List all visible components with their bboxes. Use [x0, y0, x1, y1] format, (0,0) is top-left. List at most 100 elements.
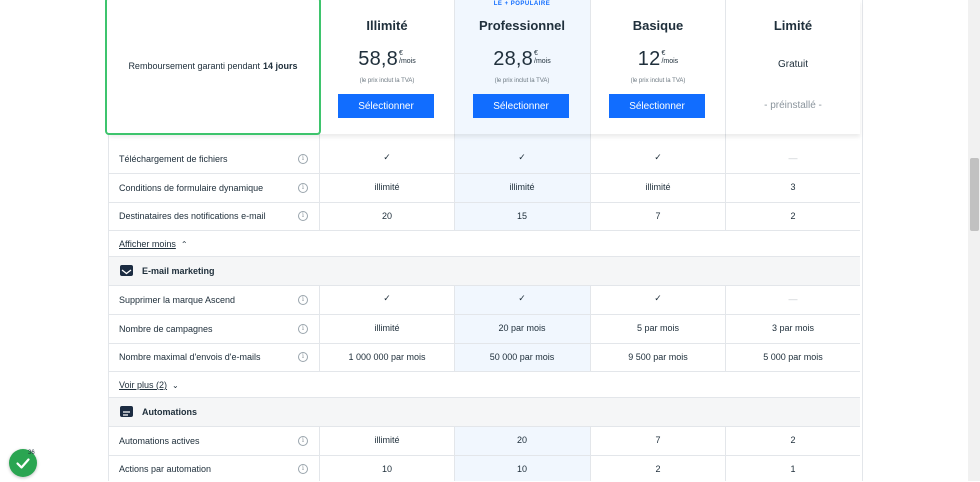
column-divider — [590, 0, 591, 134]
price-currency: € — [661, 50, 666, 57]
cell-value: 2 — [790, 211, 796, 221]
vat-note: (le prix inclut la TVA) — [359, 78, 415, 84]
table-row: Actions par automation i 10 10 2 1 — [109, 456, 860, 481]
plan-name: Limité — [773, 18, 813, 33]
info-icon[interactable]: i — [298, 464, 308, 474]
cell-value: illimité — [374, 182, 400, 192]
show-less-link[interactable]: Afficher moins ⌃ — [119, 239, 188, 249]
row-label: Nombre de campagnes — [119, 324, 213, 334]
chat-icon — [120, 406, 133, 417]
plan-name: Basique — [632, 18, 684, 33]
cell-value: 2 — [655, 464, 661, 474]
info-icon[interactable]: i — [298, 211, 308, 221]
pricing-table — [108, 0, 863, 481]
cell-value: 10 — [516, 464, 527, 474]
info-icon[interactable]: i — [298, 183, 308, 193]
popular-badge: LE + POPULAIRE — [493, 1, 551, 7]
price-currency: € — [534, 50, 538, 57]
cell-value: 20 — [516, 435, 527, 445]
table-row: Automations actives i illimité 20 7 2 — [109, 427, 860, 456]
envelope-icon — [120, 265, 133, 276]
column-divider — [725, 0, 726, 134]
cell-value: illimité — [509, 182, 535, 192]
section-title: Automations — [142, 407, 197, 417]
cell-value: 2 — [790, 435, 796, 445]
price-amount: 58,8 — [358, 48, 398, 70]
cell-value: 7 — [655, 435, 661, 445]
info-icon[interactable]: i — [298, 324, 308, 334]
price-amount: 28,8 — [493, 48, 533, 70]
section-automations: Automations — [109, 398, 860, 427]
cell-value: 7 — [655, 211, 661, 221]
row-label: Destinataires des notifications e-mail — [119, 211, 266, 221]
table-row: Nombre maximal d'envois d'e-mails i 1 00… — [109, 344, 860, 372]
section-email-marketing: E-mail marketing — [109, 257, 860, 286]
show-less-label: Afficher moins — [119, 239, 176, 249]
cell-value: 20 — [381, 211, 392, 221]
select-plan-button[interactable]: Sélectionner — [609, 94, 705, 118]
see-more-label: Voir plus (2) — [119, 380, 168, 390]
cell-value: illimité — [645, 182, 671, 192]
row-label: Automations actives — [119, 436, 200, 446]
price-period: /mois — [399, 58, 416, 65]
plan-card-illimite: Illimité 58,8 €/mois (le prix inclut la … — [320, 0, 454, 134]
cell-value: 20 par mois — [498, 323, 546, 333]
plan-card-basique: Basique 12 €/mois (le prix inclut la TVA… — [591, 0, 725, 134]
cell-value: illimité — [374, 435, 400, 445]
cell-value: 5 000 par mois — [763, 352, 823, 362]
preinstalled-note: - préinstallé - — [764, 100, 822, 111]
scrollbar-thumb[interactable] — [970, 158, 979, 231]
info-icon[interactable]: i — [298, 154, 308, 164]
guarantee-duration: 14 jours — [263, 61, 298, 71]
cell-value: 3 — [790, 182, 796, 192]
table-row: Destinataires des notifications e-mail i… — [109, 203, 860, 231]
info-icon[interactable]: i — [298, 436, 308, 446]
info-icon[interactable]: i — [298, 352, 308, 362]
select-plan-button[interactable]: Sélectionner — [473, 94, 569, 118]
cell-value: ✓ — [654, 152, 662, 162]
scrollbar-track[interactable] — [968, 0, 980, 481]
price-currency: € — [399, 50, 403, 57]
table-row: Conditions de formulaire dynamique i ill… — [109, 174, 860, 203]
cell-value: — — [788, 294, 798, 304]
cell-value: 3 par mois — [771, 323, 815, 333]
price-period: /mois — [534, 58, 551, 65]
section-title: E-mail marketing — [142, 266, 215, 276]
money-back-guarantee: Remboursement garanti pendant 14 jours — [105, 0, 321, 135]
select-plan-button[interactable]: Sélectionner — [338, 94, 434, 118]
info-icon[interactable]: i — [298, 295, 308, 305]
guarantee-text: Remboursement garanti pendant — [128, 61, 261, 71]
plan-price: 12 €/mois — [591, 48, 725, 71]
column-divider — [454, 0, 455, 134]
cell-value: ✓ — [383, 293, 391, 303]
see-more-row: Voir plus (2) ⌄ — [109, 372, 860, 398]
see-more-link[interactable]: Voir plus (2) ⌄ — [119, 380, 179, 390]
chevron-up-icon: ⌃ — [180, 240, 188, 249]
show-less-row: Afficher moins ⌃ — [109, 231, 860, 257]
cell-value: 15 — [516, 211, 527, 221]
cell-value: 50 000 par mois — [489, 352, 555, 362]
row-label: Conditions de formulaire dynamique — [119, 183, 264, 193]
completion-badge[interactable] — [9, 449, 37, 477]
table-row: Nombre de campagnes i illimité 20 par mo… — [109, 315, 860, 344]
row-label: Actions par automation — [119, 464, 212, 474]
chevron-down-icon: ⌄ — [172, 381, 179, 390]
table-row: Téléchargement de fichiers i ✓ ✓ ✓ — — [109, 145, 860, 174]
table-row: Supprimer la marque Ascend i ✓ ✓ ✓ — — [109, 286, 860, 315]
cell-value: 5 par mois — [636, 323, 680, 333]
cell-value: ✓ — [518, 152, 526, 162]
vat-note: (le prix inclut la TVA) — [494, 78, 550, 84]
cell-value: ✓ — [654, 293, 662, 303]
cell-value: 1 — [790, 464, 796, 474]
cell-value: — — [788, 153, 798, 163]
vat-note: (le prix inclut la TVA) — [630, 78, 686, 84]
row-label: Supprimer la marque Ascend — [119, 295, 236, 305]
cell-value: ✓ — [383, 152, 391, 162]
plan-card-professionnel: Professionnel 28,8 €/mois (le prix inclu… — [455, 0, 589, 134]
price-period: /mois — [661, 58, 679, 65]
checkmark-icon — [16, 458, 30, 469]
plan-price-free: Gratuit — [777, 59, 808, 70]
plan-card-limite: Limité Gratuit - préinstallé - — [726, 0, 860, 134]
cell-value: illimité — [374, 323, 400, 333]
cell-value: 10 — [381, 464, 392, 474]
